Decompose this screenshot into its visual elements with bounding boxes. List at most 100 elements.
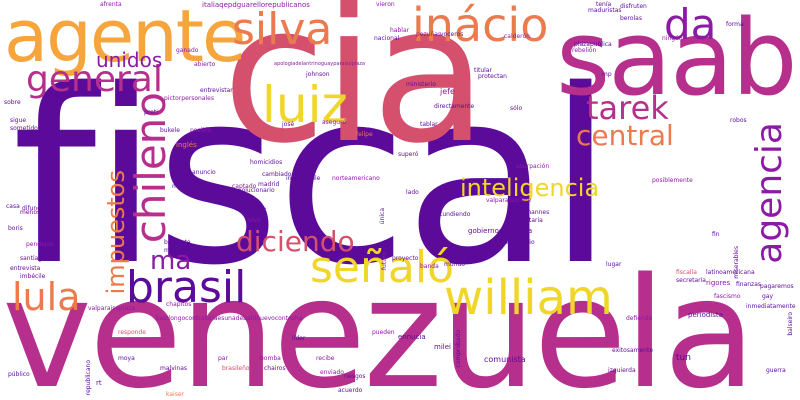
word-segun: según xyxy=(466,245,485,252)
word-afrenta: afrenta xyxy=(100,1,122,8)
word-posible: posible xyxy=(190,127,212,134)
word-republicano: republicano xyxy=(85,360,92,396)
word-central: central xyxy=(576,119,674,152)
word-mandatario: mandatario xyxy=(500,239,535,246)
word-recibe: recibe xyxy=(316,355,335,362)
word-miserables: miserables xyxy=(733,246,740,279)
word-homicidios: homicidios xyxy=(250,159,283,166)
word-periodista: periodista xyxy=(688,311,723,319)
word-lider: líder xyxy=(292,335,306,342)
word-par: par xyxy=(218,355,228,362)
word-tablar: tablar xyxy=(420,121,438,128)
word-pagaremos: pagaremos xyxy=(760,283,794,290)
word-apologia: apologiadelantrinoguayparaisoplaza xyxy=(274,61,365,67)
word-vieron: vieron xyxy=(376,1,395,8)
word-tarek: tarek xyxy=(586,89,669,127)
word-peon: peón xyxy=(314,141,329,148)
word-hablar: hablar xyxy=(390,27,410,34)
word-william: william xyxy=(444,270,613,326)
word-felipe: felipe xyxy=(356,131,373,138)
word-brasil: brasil xyxy=(126,262,247,313)
word-johannes: johannes xyxy=(522,209,550,216)
word-preti: preti xyxy=(144,109,158,116)
word-bastante: bastante xyxy=(164,239,191,246)
word-ganado: ganado xyxy=(176,47,199,54)
word-bukele: bukele xyxy=(160,127,180,134)
word-guerra: guerra xyxy=(766,367,786,374)
word-sometidos: sometidos xyxy=(10,125,41,132)
word-kaiser: kaiser xyxy=(166,391,184,398)
word-valparaisochile: valparaisochile xyxy=(486,197,532,204)
word-ingles: inglés xyxy=(176,141,197,149)
word-lado: lado xyxy=(406,189,419,196)
word-lula: lula xyxy=(12,275,81,319)
word-proyecto: proyecto xyxy=(392,255,419,262)
word-venezuela: venezuela xyxy=(2,245,756,400)
word-ministerio: ministerio xyxy=(406,81,436,88)
word-italiaqepdguarello: italiaqepdguarellorepublicanos xyxy=(202,1,310,9)
word-impuestos: impuestos xyxy=(102,170,130,295)
word-nacional: nacional xyxy=(374,35,400,42)
word-posiblemente: posiblemente xyxy=(652,177,693,184)
word-banda: banda xyxy=(420,263,439,270)
word-voceros: voceros xyxy=(440,31,464,38)
word-pueden: pueden xyxy=(372,329,395,336)
word-chapitos: chapitos xyxy=(166,301,192,308)
word-futuro: futuro xyxy=(381,252,388,271)
word-unica: única xyxy=(379,208,386,225)
word-inacio: inácio xyxy=(412,0,549,52)
word-senalo: señaló xyxy=(310,242,454,293)
word-pretende: pretende xyxy=(200,135,228,142)
word-acuerdo: acuerdo xyxy=(338,387,363,394)
word-finanzas: finanzas xyxy=(736,281,762,288)
word-jefe: jefe xyxy=(440,87,455,96)
word-casa: casa xyxy=(6,203,20,210)
word-vivir: vivir xyxy=(248,217,261,224)
word-kast: kast xyxy=(254,207,267,214)
word-usurpacion: usurpación xyxy=(516,163,550,170)
word-valparaisoplaza: valparaisoplaza xyxy=(88,305,135,312)
word-solo: sólo xyxy=(510,105,523,112)
word-anuncio: anuncio xyxy=(192,169,216,176)
word-riesgos: riesgos xyxy=(344,373,366,380)
word-santiago: santiago xyxy=(20,255,46,262)
word-da: da xyxy=(664,0,717,49)
word-fiscalia: fiscalía xyxy=(676,269,697,276)
word-boris: boris xyxy=(8,225,23,232)
word-diciendo: diciendo xyxy=(236,225,355,258)
word-kastlongo: kastlongocontraloriaesunadebatilnuevocon… xyxy=(156,315,303,322)
word-rebelion: rebelión xyxy=(572,47,597,54)
word-sigue: sigue xyxy=(10,117,27,124)
word-captado: captado xyxy=(232,183,257,190)
word-cia: cia xyxy=(222,0,488,185)
word-silva: silva xyxy=(232,4,333,55)
word-balseiro: balseiro xyxy=(787,312,794,336)
word-gobiernodemierda: gobiernodemierda xyxy=(468,227,533,235)
word-ma: ma xyxy=(150,246,192,276)
word-malvinas: malvinas xyxy=(160,365,188,372)
word-imbecile: imbécile xyxy=(20,273,46,280)
word-mundo: mundo xyxy=(444,261,465,268)
word-monetaria: monetaria xyxy=(512,217,543,224)
word-fascismo: fascismo xyxy=(714,293,741,300)
word-plazapublica: plazapublica xyxy=(574,41,612,48)
word-lugar: lugar xyxy=(606,261,622,268)
word-pezuas: pezuñas xyxy=(416,31,442,38)
word-unidos: unidos xyxy=(96,48,163,72)
word-luiz: luiz xyxy=(262,76,348,134)
word-milei: milei xyxy=(434,343,451,351)
word-fin: fin xyxy=(712,231,720,238)
word-brasileno: brasileño xyxy=(222,365,250,372)
word-menos: menos xyxy=(20,209,41,216)
word-ningun: ningún xyxy=(662,35,683,42)
word-directamente: directamente xyxy=(434,103,475,110)
word-inmediatamente: inmediatamente xyxy=(746,303,796,310)
word-mp: mp xyxy=(602,71,612,78)
word-pictorpersonales: pictorpersonales xyxy=(164,95,214,102)
word-fiscal: fiscal xyxy=(12,38,614,318)
word-protectan: protectan xyxy=(478,73,507,80)
word-mega: mega xyxy=(172,183,190,190)
word-secretaria: secretaría xyxy=(676,277,706,284)
word-insightchile: insightchile xyxy=(286,175,321,182)
word-norteamericano: norteamericano xyxy=(332,175,380,182)
